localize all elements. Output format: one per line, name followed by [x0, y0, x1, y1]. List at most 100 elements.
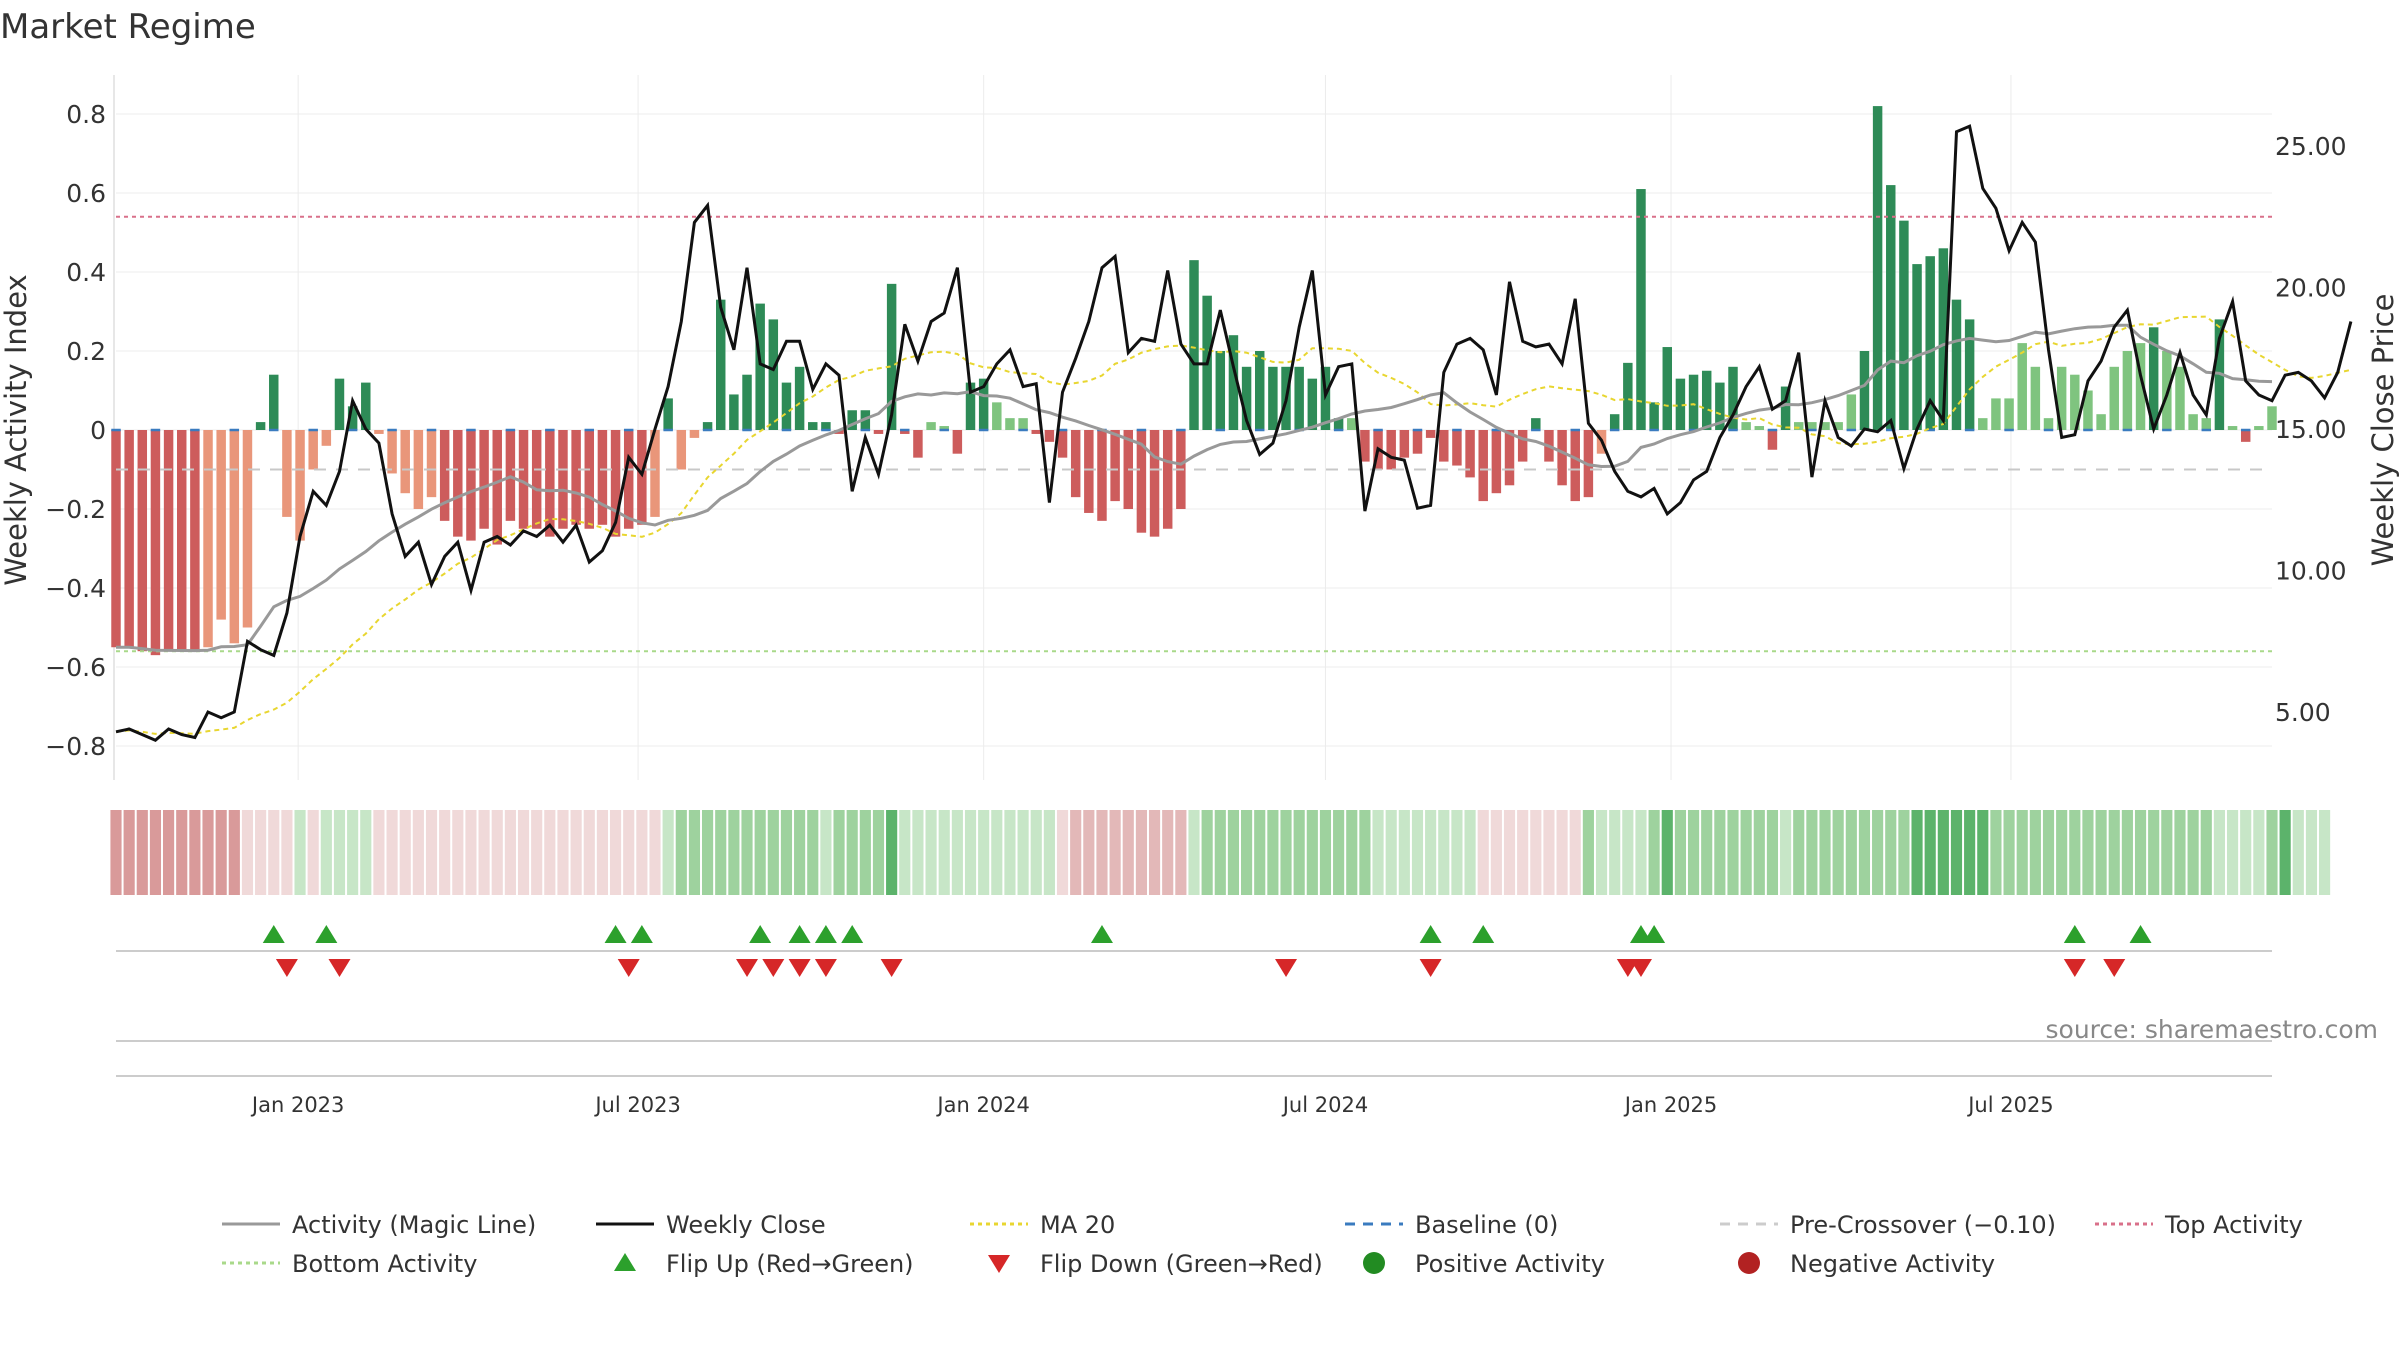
legend-label: Negative Activity	[1790, 1250, 1995, 1278]
activity-bar	[2175, 366, 2185, 430]
regime-band-cell	[1122, 810, 1134, 895]
activity-bar	[702, 422, 713, 430]
regime-band-cell	[399, 810, 411, 895]
activity-bar	[124, 430, 134, 648]
activity-bar	[1636, 189, 1646, 430]
activity-bar	[715, 299, 726, 430]
regime-band-cell	[163, 810, 175, 895]
x-tick-label: Jan 2024	[935, 1093, 1030, 1117]
activity-bar	[1478, 430, 1488, 502]
activity-bar	[1570, 430, 1580, 502]
activity-bar	[1439, 430, 1449, 462]
regime-band	[110, 810, 2331, 895]
regime-band-cell	[1398, 810, 1410, 895]
regime-band-cell	[504, 810, 516, 895]
activity-bar	[2030, 366, 2041, 430]
regime-band-cell	[2069, 810, 2081, 895]
regime-band-cell	[1845, 810, 1857, 895]
activity-bar	[492, 430, 502, 545]
magic-line	[116, 323, 2273, 653]
activity-bar	[1741, 422, 1751, 430]
legend: Activity (Magic Line) Weekly Close MA 20 Ba…	[222, 1211, 2303, 1278]
regime-band-cell	[636, 810, 648, 895]
regime-band-cell	[439, 810, 451, 895]
flip-up-marker	[262, 925, 285, 943]
y-left-tick-label: −0.4	[45, 574, 106, 603]
activity-bar	[518, 430, 529, 529]
flip-up-marker	[1643, 925, 1666, 943]
regime-band-cell	[715, 810, 727, 895]
activity-bar	[978, 378, 989, 430]
activity-bar	[1899, 220, 1909, 430]
regime-band-cell	[1319, 810, 1332, 895]
flip-up-marker	[2063, 925, 2086, 943]
regime-band-cell	[1964, 810, 1976, 895]
y-right-tick-label: 15.00	[2275, 415, 2347, 444]
legend-swatch	[1738, 1252, 1760, 1274]
regime-band-cell	[623, 810, 635, 895]
regime-band-cell	[1503, 810, 1516, 895]
legend-item: Flip Down (Green→Red)	[988, 1250, 1323, 1278]
legend-swatch	[988, 1255, 1010, 1273]
activity-bar	[1254, 351, 1265, 430]
regime-band-cell	[241, 810, 254, 895]
flip-down-marker	[736, 959, 759, 977]
regime-band-cell	[649, 810, 661, 895]
regime-band-cell	[859, 810, 871, 895]
regime-band-cell	[767, 810, 779, 895]
activity-bar	[663, 398, 673, 430]
weekly-close-line	[115, 124, 2353, 743]
activity-bar	[361, 382, 371, 430]
activity-bar	[466, 430, 476, 541]
activity-bar	[926, 422, 936, 430]
legend-item: MA 20	[970, 1211, 1115, 1239]
flip-up-marker	[2129, 925, 2152, 943]
flip-down-marker	[814, 959, 837, 977]
regime-band-cell	[333, 810, 346, 895]
regime-band-cell	[2134, 810, 2147, 895]
regime-band-cell	[2266, 810, 2278, 895]
regime-band-cell	[662, 810, 674, 895]
reference-lines	[116, 215, 2272, 653]
regime-band-cell	[583, 810, 595, 895]
activity-bar	[426, 430, 437, 498]
activity-bar	[1425, 430, 1436, 438]
regime-band-cell	[794, 810, 806, 895]
activity-bar	[1057, 430, 1068, 458]
legend-label: Top Activity	[2164, 1211, 2303, 1239]
flip-up-marker	[814, 925, 837, 943]
activity-bar	[1886, 185, 1896, 430]
activity-bar	[176, 430, 187, 652]
regime-band-cell	[807, 810, 819, 895]
activity-bar	[1780, 386, 1791, 430]
activity-bar	[1728, 366, 1738, 430]
activity-bar	[1662, 347, 1673, 430]
activity-bar	[1097, 430, 1107, 521]
legend-item: Flip Up (Red→Green)	[614, 1250, 914, 1278]
activity-bar	[597, 430, 608, 525]
activity-bar	[2122, 351, 2133, 430]
regime-band-cell	[1780, 810, 1792, 895]
regime-band-cell	[1135, 810, 1147, 895]
activity-bar	[1675, 378, 1686, 430]
regime-band-cell	[2095, 810, 2107, 895]
flip-up-marker	[315, 925, 338, 943]
regime-band-cell	[1622, 810, 1634, 895]
activity-bar	[1517, 430, 1528, 462]
activity-bar	[347, 406, 358, 430]
flip-up-marker	[841, 925, 864, 943]
regime-band-cell	[1819, 810, 1831, 895]
legend-item: Top Activity	[2095, 1211, 2303, 1239]
regime-band-cell	[1477, 810, 1489, 895]
regime-band-cell	[412, 810, 424, 895]
activity-bar	[479, 430, 489, 529]
regime-band-cell	[899, 810, 911, 895]
activity-bar	[794, 366, 805, 430]
activity-bar	[1228, 335, 1239, 430]
y-right-tick-label: 10.00	[2275, 557, 2347, 586]
flip-down-marker	[275, 959, 298, 977]
regime-band-cell	[1885, 810, 1897, 895]
activity-bar	[2267, 406, 2277, 430]
regime-band-cell	[1950, 810, 1963, 895]
flip-down-marker	[788, 959, 811, 977]
